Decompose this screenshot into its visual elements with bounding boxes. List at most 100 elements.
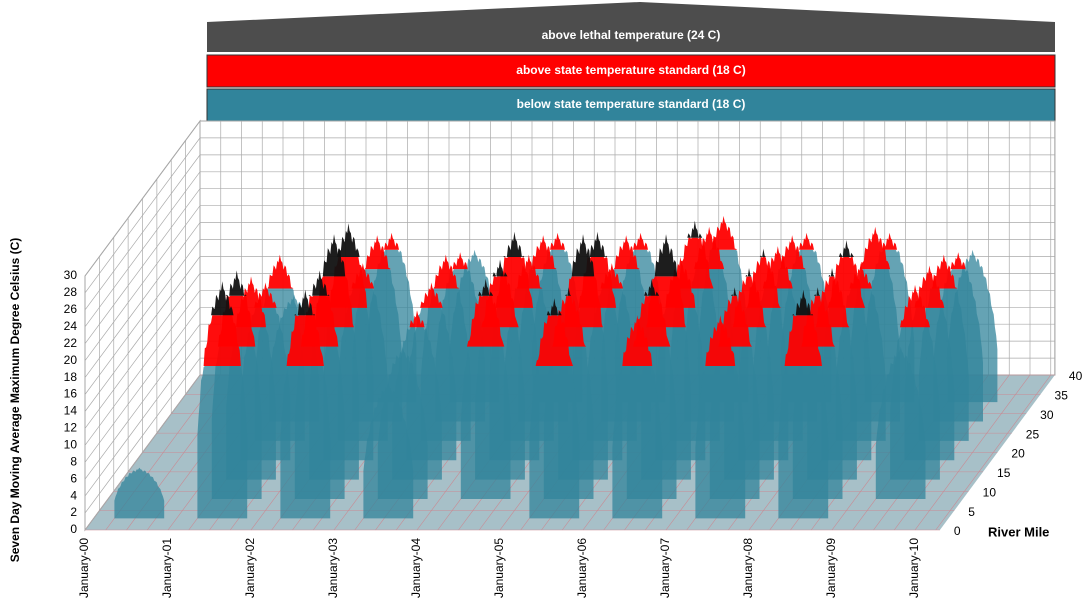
area-below-standard <box>875 346 926 499</box>
area-above-standard <box>529 315 580 366</box>
area-above-standard <box>835 263 886 289</box>
area-above-lethal <box>792 287 843 296</box>
area-below-standard <box>612 366 663 519</box>
y-tick-label: 35 <box>1055 389 1069 403</box>
area-above-standard <box>918 254 969 289</box>
z-tick-label: 26 <box>64 302 78 316</box>
area-above-lethal <box>724 268 774 277</box>
y-axis-title: River Mile <box>988 524 1049 539</box>
area-above-standard <box>612 315 663 366</box>
area-above-lethal <box>626 278 677 296</box>
area-above-standard <box>684 226 734 270</box>
area-above-lethal <box>543 287 594 296</box>
z-tick-label: 18 <box>64 370 78 384</box>
x-tick-label: January-02 <box>243 538 257 598</box>
y-tick-label: 25 <box>1026 427 1040 441</box>
legend-band <box>207 2 1055 52</box>
x-tick-label: January-00 <box>77 538 91 598</box>
y-tick-label: 40 <box>1069 369 1083 383</box>
area-above-lethal <box>738 248 789 257</box>
area-above-standard <box>615 232 666 250</box>
z-tick-label: 28 <box>64 285 78 299</box>
area-above-lethal <box>778 289 829 316</box>
x-tick-label: January-01 <box>160 538 174 598</box>
z-tick-label: 4 <box>70 488 77 502</box>
area-above-standard <box>254 254 305 289</box>
area-above-lethal <box>558 234 608 277</box>
area-above-standard <box>337 263 388 289</box>
x-tick-label: January-06 <box>575 538 589 598</box>
area-above-standard <box>392 310 442 328</box>
area-below-standard <box>363 382 414 519</box>
legend-band <box>206 54 1056 88</box>
z-tick-label: 14 <box>64 404 78 418</box>
area-above-standard <box>767 235 817 270</box>
z-tick-label: 0 <box>70 522 77 536</box>
z-tick-label: 30 <box>64 268 78 282</box>
area-above-lethal <box>211 270 262 296</box>
y-tick-label: 20 <box>1011 447 1025 461</box>
area-above-lethal <box>489 231 540 257</box>
area-above-standard <box>435 252 486 270</box>
area-above-lethal <box>709 287 760 296</box>
area-above-standard <box>752 246 803 289</box>
z-tick-label: 12 <box>64 421 78 435</box>
area-above-standard <box>586 263 637 289</box>
area-above-lethal <box>309 234 359 277</box>
area-above-standard <box>890 284 940 328</box>
labels: 0246810121416182022242628300510152025303… <box>64 268 1083 598</box>
x-tick-label: January-04 <box>409 538 423 598</box>
area-above-lethal <box>280 289 331 316</box>
area-above-standard <box>850 226 900 270</box>
area-above-standard <box>904 265 955 308</box>
z-tick-label: 24 <box>64 319 78 333</box>
legend: above lethal temperature (24 C) above sta… <box>206 2 1056 122</box>
area-above-lethal <box>197 281 248 316</box>
z-tick-label: 22 <box>64 336 78 350</box>
area-above-standard <box>406 282 457 308</box>
area-above-standard <box>698 215 749 250</box>
area-below-standard <box>197 366 248 519</box>
x-tick-label: January-10 <box>907 538 921 598</box>
legend-label: above state temperature standard (18 C) <box>516 63 745 77</box>
area-above-standard <box>352 235 403 270</box>
area-above-standard <box>601 235 651 270</box>
area-below-standard <box>114 467 165 519</box>
area-above-standard <box>778 315 829 366</box>
area-above-standard <box>518 235 568 270</box>
area-above-standard <box>695 315 746 366</box>
x-tick-label: January-07 <box>658 538 672 598</box>
area-above-lethal <box>475 259 525 277</box>
area-below-standard <box>695 366 746 519</box>
area-above-lethal <box>460 278 511 296</box>
area-above-lethal <box>294 270 345 296</box>
area-above-standard <box>420 254 471 289</box>
legend-band <box>206 88 1056 122</box>
area-above-standard <box>197 315 248 366</box>
area-above-lethal <box>669 220 720 238</box>
y-tick-label: 15 <box>997 466 1011 480</box>
area-below-standard <box>280 366 331 519</box>
z-axis-title: Seven Day Moving Average Maximum Degree … <box>8 238 22 563</box>
y-tick-label: 30 <box>1040 408 1054 422</box>
z-tick-label: 8 <box>70 454 77 468</box>
area-above-standard <box>366 232 417 250</box>
x-tick-label: January-03 <box>326 538 340 598</box>
marks <box>114 215 998 519</box>
legend-label: above lethal temperature (24 C) <box>542 28 721 42</box>
area-below-standard <box>460 346 511 499</box>
area-above-standard <box>503 254 554 289</box>
area-above-standard <box>864 232 915 250</box>
z-tick-label: 16 <box>64 387 78 401</box>
x-tick-label: January-09 <box>824 538 838 598</box>
area-above-lethal <box>821 240 872 257</box>
x-tick-label: January-08 <box>741 538 755 598</box>
area-above-standard <box>280 315 331 366</box>
area-above-lethal <box>323 223 374 257</box>
area-above-lethal <box>807 268 857 277</box>
area-above-lethal <box>572 231 623 257</box>
z-tick-label: 2 <box>70 505 77 519</box>
z-tick-label: 20 <box>64 353 78 367</box>
area-above-standard <box>781 232 832 250</box>
